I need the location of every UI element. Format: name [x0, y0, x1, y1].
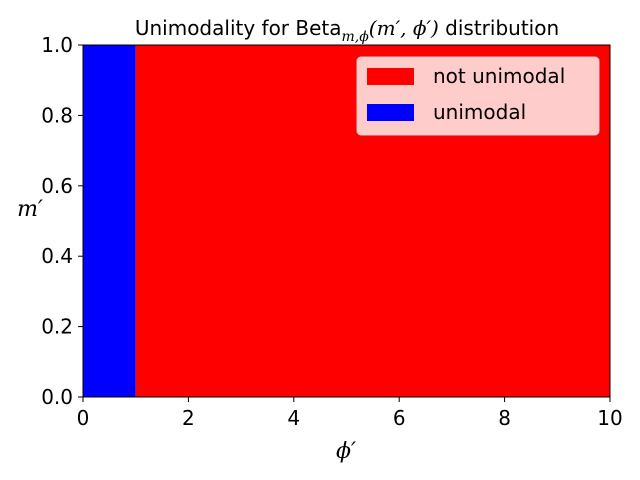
legend: not unimodal unimodal [356, 56, 600, 136]
legend-swatch-unimodal [367, 104, 414, 121]
x-tick-label: 10 [597, 406, 622, 430]
y-tick-label: 0.0 [41, 385, 73, 409]
legend-label-unimodal: unimodal [433, 100, 526, 124]
title-suffix: distribution [439, 16, 559, 40]
plot-frame [82, 44, 611, 398]
y-axis-ticks: 0.0 0.2 0.4 0.6 0.8 1.0 [41, 33, 83, 409]
y-tick-label: 1.0 [41, 33, 73, 57]
x-tick-label: 6 [393, 406, 406, 430]
x-axis-label: ϕ′ [336, 439, 356, 464]
y-axis-label: m′ [17, 197, 43, 222]
title-args: (m′, ϕ′) [369, 16, 439, 40]
x-tick-label: 4 [287, 406, 300, 430]
x-tick-label: 8 [498, 406, 511, 430]
x-tick-label: 2 [182, 406, 195, 430]
chart-title: Unimodality for Betam,ϕ(m′, ϕ′) distribu… [135, 16, 559, 45]
y-tick-label: 0.4 [41, 244, 73, 268]
legend-label-not-unimodal: not unimodal [433, 64, 565, 88]
y-tick-label: 0.2 [41, 315, 73, 339]
title-prefix: Unimodality for Beta [135, 16, 342, 40]
x-axis-ticks: 0 2 4 6 8 10 [77, 397, 623, 430]
y-tick-label: 0.8 [41, 103, 73, 127]
title-subscript: m,ϕ [342, 29, 370, 45]
y-tick-label: 0.6 [41, 174, 73, 198]
legend-box [356, 56, 600, 136]
region-unimodal [83, 45, 136, 397]
x-tick-label: 0 [77, 406, 90, 430]
legend-swatch-not-unimodal [367, 68, 414, 85]
